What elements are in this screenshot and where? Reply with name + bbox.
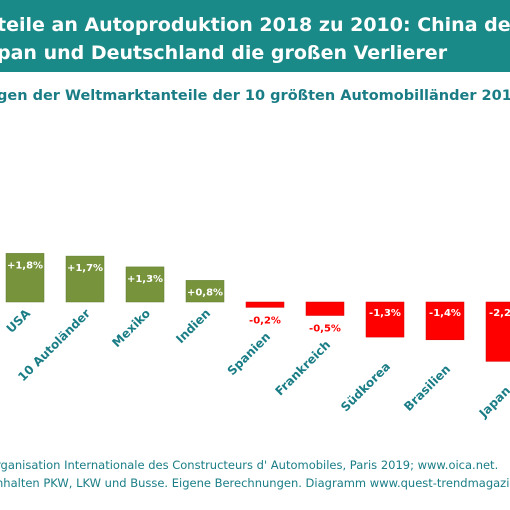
data-label-japan: -2,2%	[489, 308, 510, 319]
source-line-1: rganisation Internationale des Construct…	[0, 458, 499, 472]
data-label-usa: +1,8%	[7, 260, 43, 271]
tick-label-frankreich: Frankreich	[272, 338, 333, 399]
chart-title-line-1: teile an Autoproduktion 2018 zu 2010: Ch…	[0, 14, 510, 36]
bar-indien	[185, 280, 225, 303]
data-label-brasilien: -1,4%	[429, 308, 461, 319]
chart-subtitle: gen der Weltmarktanteile der 10 größten …	[0, 88, 510, 104]
bar-japan	[485, 301, 510, 362]
tick-label-s-dkorea: Südkorea	[338, 359, 393, 414]
bar-10-autol-nder	[65, 255, 105, 303]
source-line-2: nhalten PKW, LKW und Busse. Eigene Berec…	[0, 476, 510, 490]
data-label-frankreich: -0,5%	[309, 324, 341, 335]
tick-label-brasilien: Brasilien	[401, 362, 453, 414]
tick-label-spanien: Spanien	[225, 330, 274, 379]
data-label-s-dkorea: -1,3%	[369, 308, 401, 319]
source-footer: rganisation Internationale des Construct…	[0, 444, 510, 510]
tick-label-japan: Japan	[476, 384, 510, 421]
chart-title-line-2: pan und Deutschland die großen Verlierer	[0, 42, 448, 64]
tick-label-mexiko: Mexiko	[109, 306, 153, 350]
data-label-indien: +0,8%	[187, 287, 223, 298]
bar-spanien	[245, 301, 285, 308]
bar-usa	[5, 253, 45, 303]
data-label-spanien: -0,2%	[249, 315, 281, 326]
bar-s-dkorea	[365, 301, 405, 338]
data-label-10-autol-nder: +1,7%	[67, 263, 103, 274]
bar-frankreich	[305, 301, 345, 316]
bar-mexiko	[125, 266, 165, 303]
bar-chart: +1,8%USA+1,7%10 Autoländer+1,3%Mexiko+0,…	[4, 253, 510, 421]
bar-brasilien	[425, 301, 465, 341]
data-label-mexiko: +1,3%	[127, 274, 163, 285]
title-banner: teile an Autoproduktion 2018 zu 2010: Ch…	[0, 0, 510, 72]
tick-label-indien: Indien	[173, 306, 213, 346]
tick-label-usa: USA	[4, 306, 34, 336]
